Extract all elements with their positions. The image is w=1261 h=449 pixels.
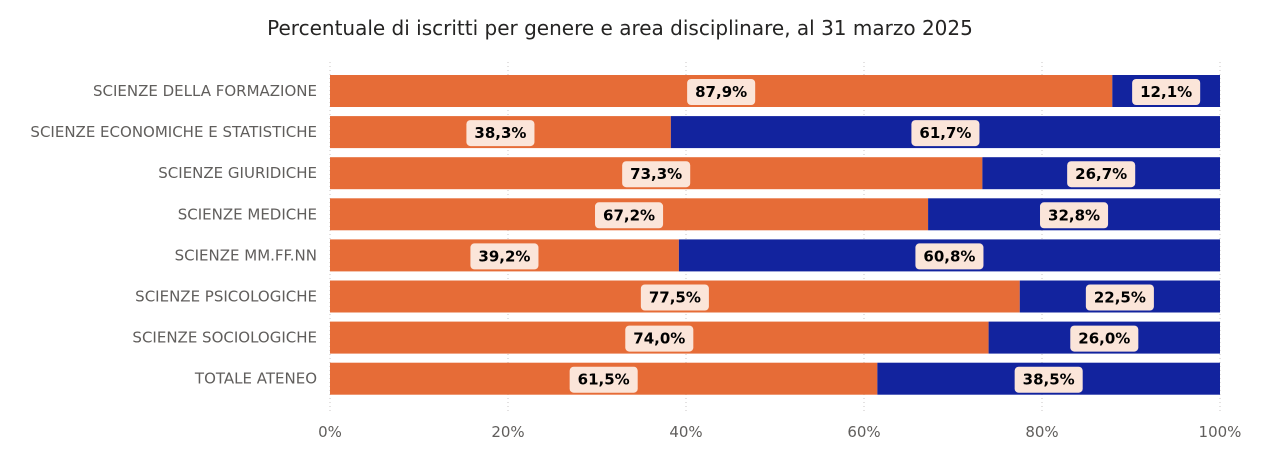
data-label-background — [1070, 325, 1139, 352]
data-label: 38,5% — [1014, 366, 1083, 393]
x-tick-label: 60% — [847, 423, 880, 441]
data-label-background — [1132, 79, 1201, 105]
category-label: SCIENZE DELLA FORMAZIONE — [93, 82, 317, 100]
data-label: 12,1% — [1132, 79, 1201, 105]
gridlines — [329, 62, 1221, 412]
data-label-background — [1067, 161, 1136, 188]
data-label-background — [1014, 366, 1083, 393]
data-label: 61,7% — [911, 120, 980, 147]
category-label: SCIENZE MM.FF.NN — [175, 246, 317, 264]
data-label: 74,0% — [625, 325, 694, 352]
data-label: 39,2% — [470, 243, 539, 270]
data-label: 67,2% — [595, 202, 664, 229]
data-label: 77,5% — [640, 284, 709, 311]
data-label-background — [911, 120, 980, 147]
data-label-text: 77,5% — [649, 289, 701, 307]
category-label: SCIENZE MEDICHE — [178, 205, 317, 223]
x-tick-label: 20% — [491, 423, 524, 441]
category-labels: SCIENZE DELLA FORMAZIONE SCIENZE ECONOMIC… — [30, 82, 317, 388]
data-label-text: 32,8% — [1048, 206, 1100, 224]
data-label-text: 60,8% — [923, 247, 975, 265]
data-label: 61,5% — [569, 366, 638, 393]
data-label-background — [1040, 202, 1109, 229]
data-label-background — [569, 366, 638, 393]
data-labels: 87,9% 12,1% 38,3% 61,7% 73,3% 26,7% 67,2% 32,8%… — [466, 79, 1201, 393]
data-label: 87,9% — [687, 79, 756, 105]
data-label-text: 61,5% — [578, 371, 630, 389]
data-label-text: 38,5% — [1023, 371, 1075, 389]
data-label: 60,8% — [915, 243, 984, 270]
category-label: SCIENZE GIURIDICHE — [158, 164, 317, 182]
data-label: 26,0% — [1070, 325, 1139, 352]
data-label-text: 74,0% — [633, 330, 685, 348]
data-label-text: 39,2% — [478, 247, 530, 265]
data-label: 73,3% — [622, 161, 691, 188]
data-label-text: 67,2% — [603, 206, 655, 224]
data-label-background — [640, 284, 709, 311]
category-label: TOTALE ATENEO — [194, 370, 317, 388]
x-axis-ticks: 0% 20% 40% 60% 80% 100% — [318, 423, 1241, 441]
data-label-text: 61,7% — [919, 124, 971, 142]
data-label-text: 22,5% — [1094, 289, 1146, 307]
data-label-text: 38,3% — [474, 124, 526, 142]
data-label-text: 12,1% — [1140, 83, 1192, 101]
chart-title: Percentuale di iscritti per genere e are… — [267, 16, 973, 40]
data-label-text: 26,0% — [1078, 330, 1130, 348]
data-label-background — [1085, 284, 1154, 311]
category-label: SCIENZE PSICOLOGICHE — [135, 288, 317, 306]
data-label-background — [466, 120, 535, 147]
data-label-background — [625, 325, 694, 352]
data-label-background — [687, 79, 756, 105]
data-label: 32,8% — [1040, 202, 1109, 229]
data-label-background — [622, 161, 691, 188]
data-label-text: 26,7% — [1075, 165, 1127, 183]
data-label: 22,5% — [1085, 284, 1154, 311]
data-label-text: 87,9% — [695, 83, 747, 101]
x-tick-label: 80% — [1025, 423, 1058, 441]
data-label-background — [470, 243, 539, 270]
category-label: SCIENZE SOCIOLOGICHE — [132, 329, 317, 347]
data-label-text: 73,3% — [630, 165, 682, 183]
x-tick-label: 40% — [669, 423, 702, 441]
category-label: SCIENZE ECONOMICHE E STATISTICHE — [30, 123, 317, 141]
data-label: 38,3% — [466, 120, 535, 147]
x-tick-label: 0% — [318, 423, 342, 441]
data-label: 26,7% — [1067, 161, 1136, 188]
x-tick-label: 100% — [1199, 423, 1242, 441]
data-label-background — [915, 243, 984, 270]
data-label-background — [595, 202, 664, 229]
